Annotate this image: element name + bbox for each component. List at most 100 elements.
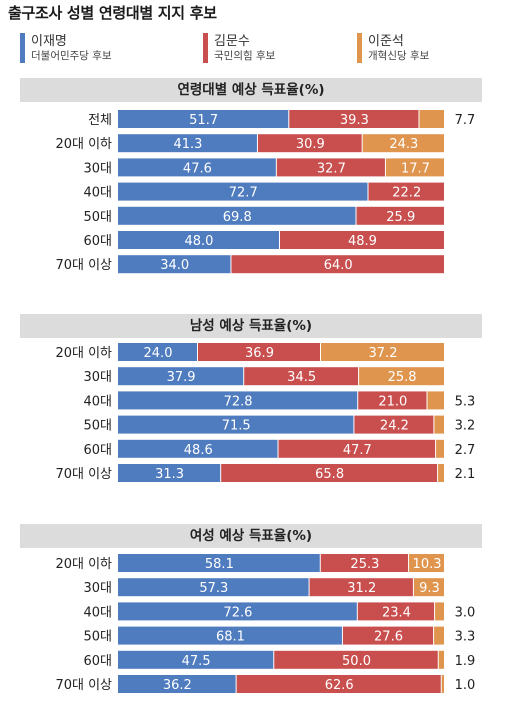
bar-segment-junseok (435, 602, 444, 621)
data-label: 58.1 (205, 557, 234, 572)
data-label: 39.3 (340, 113, 369, 128)
bar-segment-junseok (359, 367, 444, 386)
chart-title: 출구조사 성별 연령대별 지지 후보 (8, 4, 217, 22)
data-label: 21.0 (378, 394, 407, 409)
bar-segment-kim (320, 554, 409, 572)
bar-segment-junseok (362, 134, 444, 153)
data-label: 17.7 (401, 161, 430, 176)
data-label: 34.0 (160, 258, 189, 273)
bar-segment-kim (278, 439, 436, 458)
bar-segment-kim (198, 343, 320, 361)
data-label: 68.1 (216, 630, 245, 645)
bar-segment-lee (118, 439, 278, 458)
data-label: 37.9 (167, 370, 196, 385)
data-label: 27.6 (374, 630, 403, 645)
data-label: 69.8 (223, 210, 252, 225)
data-label: 3.3 (455, 630, 476, 645)
bar-segment-lee (118, 675, 236, 693)
bar-segment-lee (118, 134, 257, 153)
bar-segment-kim (356, 206, 444, 225)
bar-segment-junseok (438, 650, 444, 669)
data-label: 30.9 (296, 137, 325, 152)
category-label: 50대 (83, 419, 112, 434)
bar-segment-kim (231, 255, 444, 274)
bar-segment-lee (118, 110, 289, 128)
category-label: 20대 이하 (55, 346, 112, 361)
data-label: 25.8 (388, 370, 417, 385)
panel-title-male: 남성 예상 득표율(%) (20, 314, 482, 338)
data-label: 25.3 (350, 557, 379, 572)
data-label: 64.0 (324, 258, 353, 273)
data-label: 3.0 (455, 605, 476, 620)
data-label: 2.7 (455, 443, 476, 458)
data-label: 1.0 (455, 678, 476, 693)
bar-segment-lee (118, 343, 197, 361)
bar-segment-kim (221, 464, 438, 482)
bar-segment-lee (118, 231, 279, 249)
legend-name: 김문수 (214, 34, 250, 49)
bar-segment-lee (118, 650, 274, 669)
data-label: 2.1 (455, 467, 476, 482)
data-label: 5.3 (455, 394, 476, 409)
bar-segment-kim (289, 110, 419, 128)
bar-segment-junseok (419, 110, 444, 128)
category-label: 20대 이하 (55, 557, 112, 572)
bar-segment-junseok (434, 626, 444, 645)
category-label: 60대 (83, 654, 112, 669)
legend-swatch (357, 33, 362, 63)
data-label: 36.9 (245, 346, 274, 361)
data-label: 7.7 (455, 113, 476, 128)
bar-segment-lee (118, 206, 356, 225)
bar-segment-kim (279, 231, 444, 249)
category-label: 40대 (83, 186, 112, 201)
category-label: 전체 (88, 113, 112, 128)
category-label: 30대 (83, 581, 112, 596)
data-label: 47.7 (343, 443, 372, 458)
bar-segment-junseok (438, 464, 444, 482)
bar-segment-kim (244, 367, 359, 386)
data-label: 3.2 (455, 419, 476, 434)
bar-segment-kim (257, 134, 362, 153)
data-label: 47.6 (183, 161, 212, 176)
bar-segment-junseok (413, 578, 444, 597)
data-label: 36.2 (163, 678, 192, 693)
data-label: 24.0 (144, 346, 173, 361)
data-label: 31.3 (155, 467, 184, 482)
data-label: 72.7 (229, 186, 258, 201)
category-label: 70대 이상 (55, 467, 112, 482)
data-label: 72.6 (223, 605, 252, 620)
bar-segment-lee (118, 415, 354, 434)
bar-segment-lee (118, 158, 276, 177)
bar-segment-junseok (436, 439, 444, 458)
bar-segment-lee (118, 367, 244, 386)
legend-party: 개혁신당 후보 (368, 50, 430, 62)
legend-swatch (20, 33, 25, 63)
bar-segment-lee (118, 182, 368, 201)
bar-segment-junseok (427, 391, 444, 410)
data-label: 48.0 (185, 234, 214, 249)
bar-segment-lee (118, 554, 320, 572)
bar-segment-lee (118, 626, 342, 645)
data-label: 57.3 (199, 581, 228, 596)
category-label: 40대 (83, 394, 112, 409)
data-label: 41.3 (173, 137, 202, 152)
data-label: 24.2 (380, 419, 409, 434)
legend-party: 더불어민주당 후보 (31, 50, 112, 62)
data-label: 31.2 (347, 581, 376, 596)
data-label: 22.2 (392, 186, 421, 201)
category-label: 60대 (83, 443, 112, 458)
bar-segment-kim (236, 675, 441, 693)
bar-segment-lee (118, 602, 357, 621)
bar-segment-lee (118, 578, 309, 597)
bar-segment-junseok (434, 415, 444, 434)
bar-segment-kim (309, 578, 413, 597)
bar-segment-junseok (385, 158, 444, 177)
legend-swatch (203, 33, 208, 63)
category-label: 30대 (83, 370, 112, 385)
panel-title-age: 연령대별 예상 득표율(%) (20, 78, 482, 102)
data-label: 71.5 (222, 419, 251, 434)
category-label: 70대 이상 (55, 678, 112, 693)
panel-title-female: 여성 예상 득표율(%) (20, 524, 482, 548)
legend: 이재명 더불어민주당 후보 김문수 국민의힘 후보 이준석 개혁신당 후보 (0, 30, 510, 70)
